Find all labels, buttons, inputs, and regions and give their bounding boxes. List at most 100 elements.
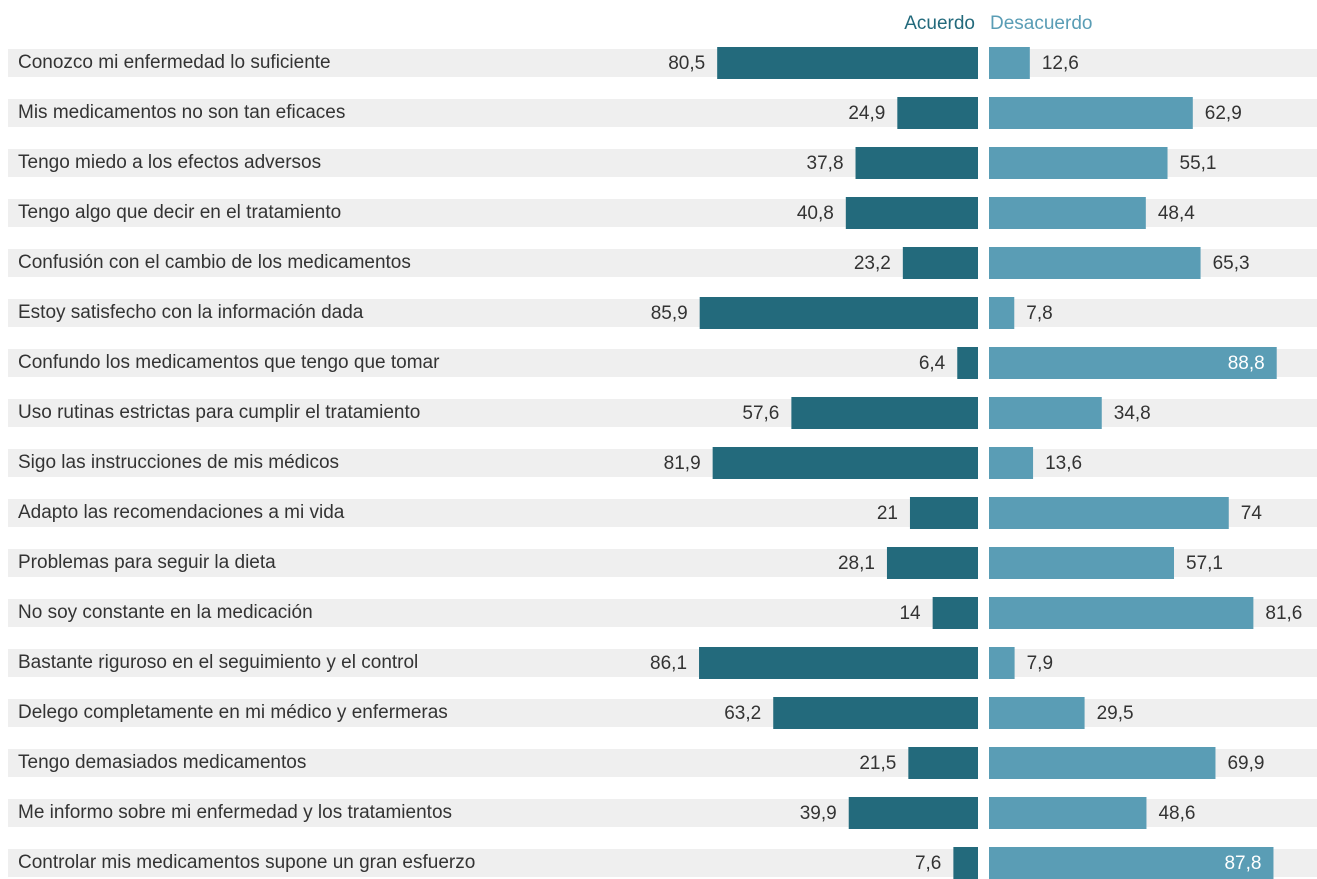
bar	[855, 147, 978, 179]
bar	[989, 847, 1274, 879]
value-label: 63,2	[724, 703, 761, 724]
value-label: 48,6	[1158, 803, 1195, 824]
row-band	[8, 749, 978, 777]
category-label: Bastante riguroso en el seguimiento y el…	[18, 652, 418, 673]
bar	[989, 747, 1216, 779]
category-label: Delego completamente en mi médico y enfe…	[18, 702, 448, 723]
bar	[989, 97, 1193, 129]
row-band	[8, 849, 978, 877]
value-label: 62,9	[1205, 103, 1242, 124]
value-label: 6,4	[919, 353, 946, 374]
bar	[989, 347, 1277, 379]
value-label: 29,5	[1097, 703, 1134, 724]
bar	[953, 847, 978, 879]
category-label: Confusión con el cambio de los medicamen…	[18, 252, 411, 273]
value-label: 40,8	[797, 203, 834, 224]
value-label: 24,9	[848, 103, 885, 124]
row-band	[8, 549, 978, 577]
bar	[712, 447, 978, 479]
value-label: 48,4	[1158, 203, 1195, 224]
value-label: 57,6	[742, 403, 779, 424]
row-band	[8, 499, 978, 527]
row-band	[8, 599, 978, 627]
value-label: 14	[899, 603, 921, 624]
bar	[886, 547, 978, 579]
category-label: Adapto las recomendaciones a mi vida	[18, 502, 345, 523]
category-label: No soy constante en la medicación	[18, 602, 313, 623]
category-label: Controlar mis medicamentos supone un gra…	[18, 852, 475, 873]
value-label: 87,8	[1224, 853, 1261, 874]
row-band	[989, 649, 1317, 677]
value-label: 12,6	[1042, 53, 1079, 74]
category-label: Estoy satisfecho con la información dada	[18, 302, 364, 323]
value-label: 7,8	[1026, 303, 1052, 324]
legend-entry: Acuerdo	[904, 13, 975, 34]
value-label: 34,8	[1114, 403, 1151, 424]
value-label: 81,9	[664, 453, 701, 474]
value-label: 13,6	[1045, 453, 1082, 474]
value-label: 81,6	[1265, 603, 1302, 624]
bar	[957, 347, 978, 379]
bar	[717, 47, 978, 79]
bar	[989, 47, 1030, 79]
bar	[902, 247, 978, 279]
category-label: Tengo algo que decir en el tratamiento	[18, 202, 341, 223]
row-band	[8, 199, 978, 227]
value-label: 55,1	[1180, 153, 1217, 174]
category-label: Mis medicamentos no son tan eficaces	[18, 102, 345, 123]
bar	[791, 397, 978, 429]
bar	[989, 197, 1146, 229]
value-label: 57,1	[1186, 553, 1223, 574]
bar	[989, 647, 1015, 679]
row-band	[989, 449, 1317, 477]
value-label: 88,8	[1228, 353, 1265, 374]
bar	[989, 247, 1201, 279]
value-label: 21	[877, 503, 898, 524]
legend-entry: Desacuerdo	[990, 13, 1092, 34]
category-label: Tengo demasiados medicamentos	[18, 752, 306, 773]
value-label: 23,2	[854, 253, 891, 274]
bar	[989, 447, 1034, 479]
value-label: 7,6	[915, 853, 941, 874]
value-label: 39,9	[800, 803, 837, 824]
bar	[773, 697, 978, 729]
row-band	[8, 149, 978, 177]
bar	[989, 797, 1147, 829]
category-label: Me informo sobre mi enfermedad y los tra…	[18, 802, 452, 823]
value-label: 21,5	[859, 753, 896, 774]
row-band	[8, 249, 978, 277]
category-label: Tengo miedo a los efectos adversos	[18, 152, 321, 173]
bar	[908, 747, 978, 779]
bar	[989, 547, 1175, 579]
bar	[989, 297, 1015, 329]
bar	[897, 97, 978, 129]
category-label: Conozco mi enfermedad lo suficiente	[18, 52, 331, 73]
row-band	[989, 299, 1317, 327]
category-label: Sigo las instrucciones de mis médicos	[18, 452, 339, 473]
value-label: 85,9	[651, 303, 688, 324]
category-label: Problemas para seguir la dieta	[18, 552, 276, 573]
bar	[699, 297, 978, 329]
value-label: 37,8	[807, 153, 844, 174]
row-band	[989, 49, 1317, 77]
value-label: 80,5	[668, 53, 705, 74]
bar	[909, 497, 978, 529]
bar	[989, 147, 1168, 179]
bar	[989, 697, 1085, 729]
bar	[989, 597, 1254, 629]
bar	[699, 647, 978, 679]
row-band	[8, 99, 978, 127]
bar	[989, 497, 1229, 529]
row-band	[8, 799, 978, 827]
bar	[848, 797, 978, 829]
bar	[845, 197, 978, 229]
category-label: Confundo los medicamentos que tengo que …	[18, 352, 440, 373]
category-label: Uso rutinas estrictas para cumplir el tr…	[18, 402, 420, 423]
value-label: 74	[1241, 503, 1263, 524]
value-label: 7,9	[1027, 653, 1053, 674]
bar	[932, 597, 978, 629]
value-label: 65,3	[1213, 253, 1250, 274]
value-label: 28,1	[838, 553, 875, 574]
value-label: 69,9	[1227, 753, 1264, 774]
value-label: 86,1	[650, 653, 687, 674]
